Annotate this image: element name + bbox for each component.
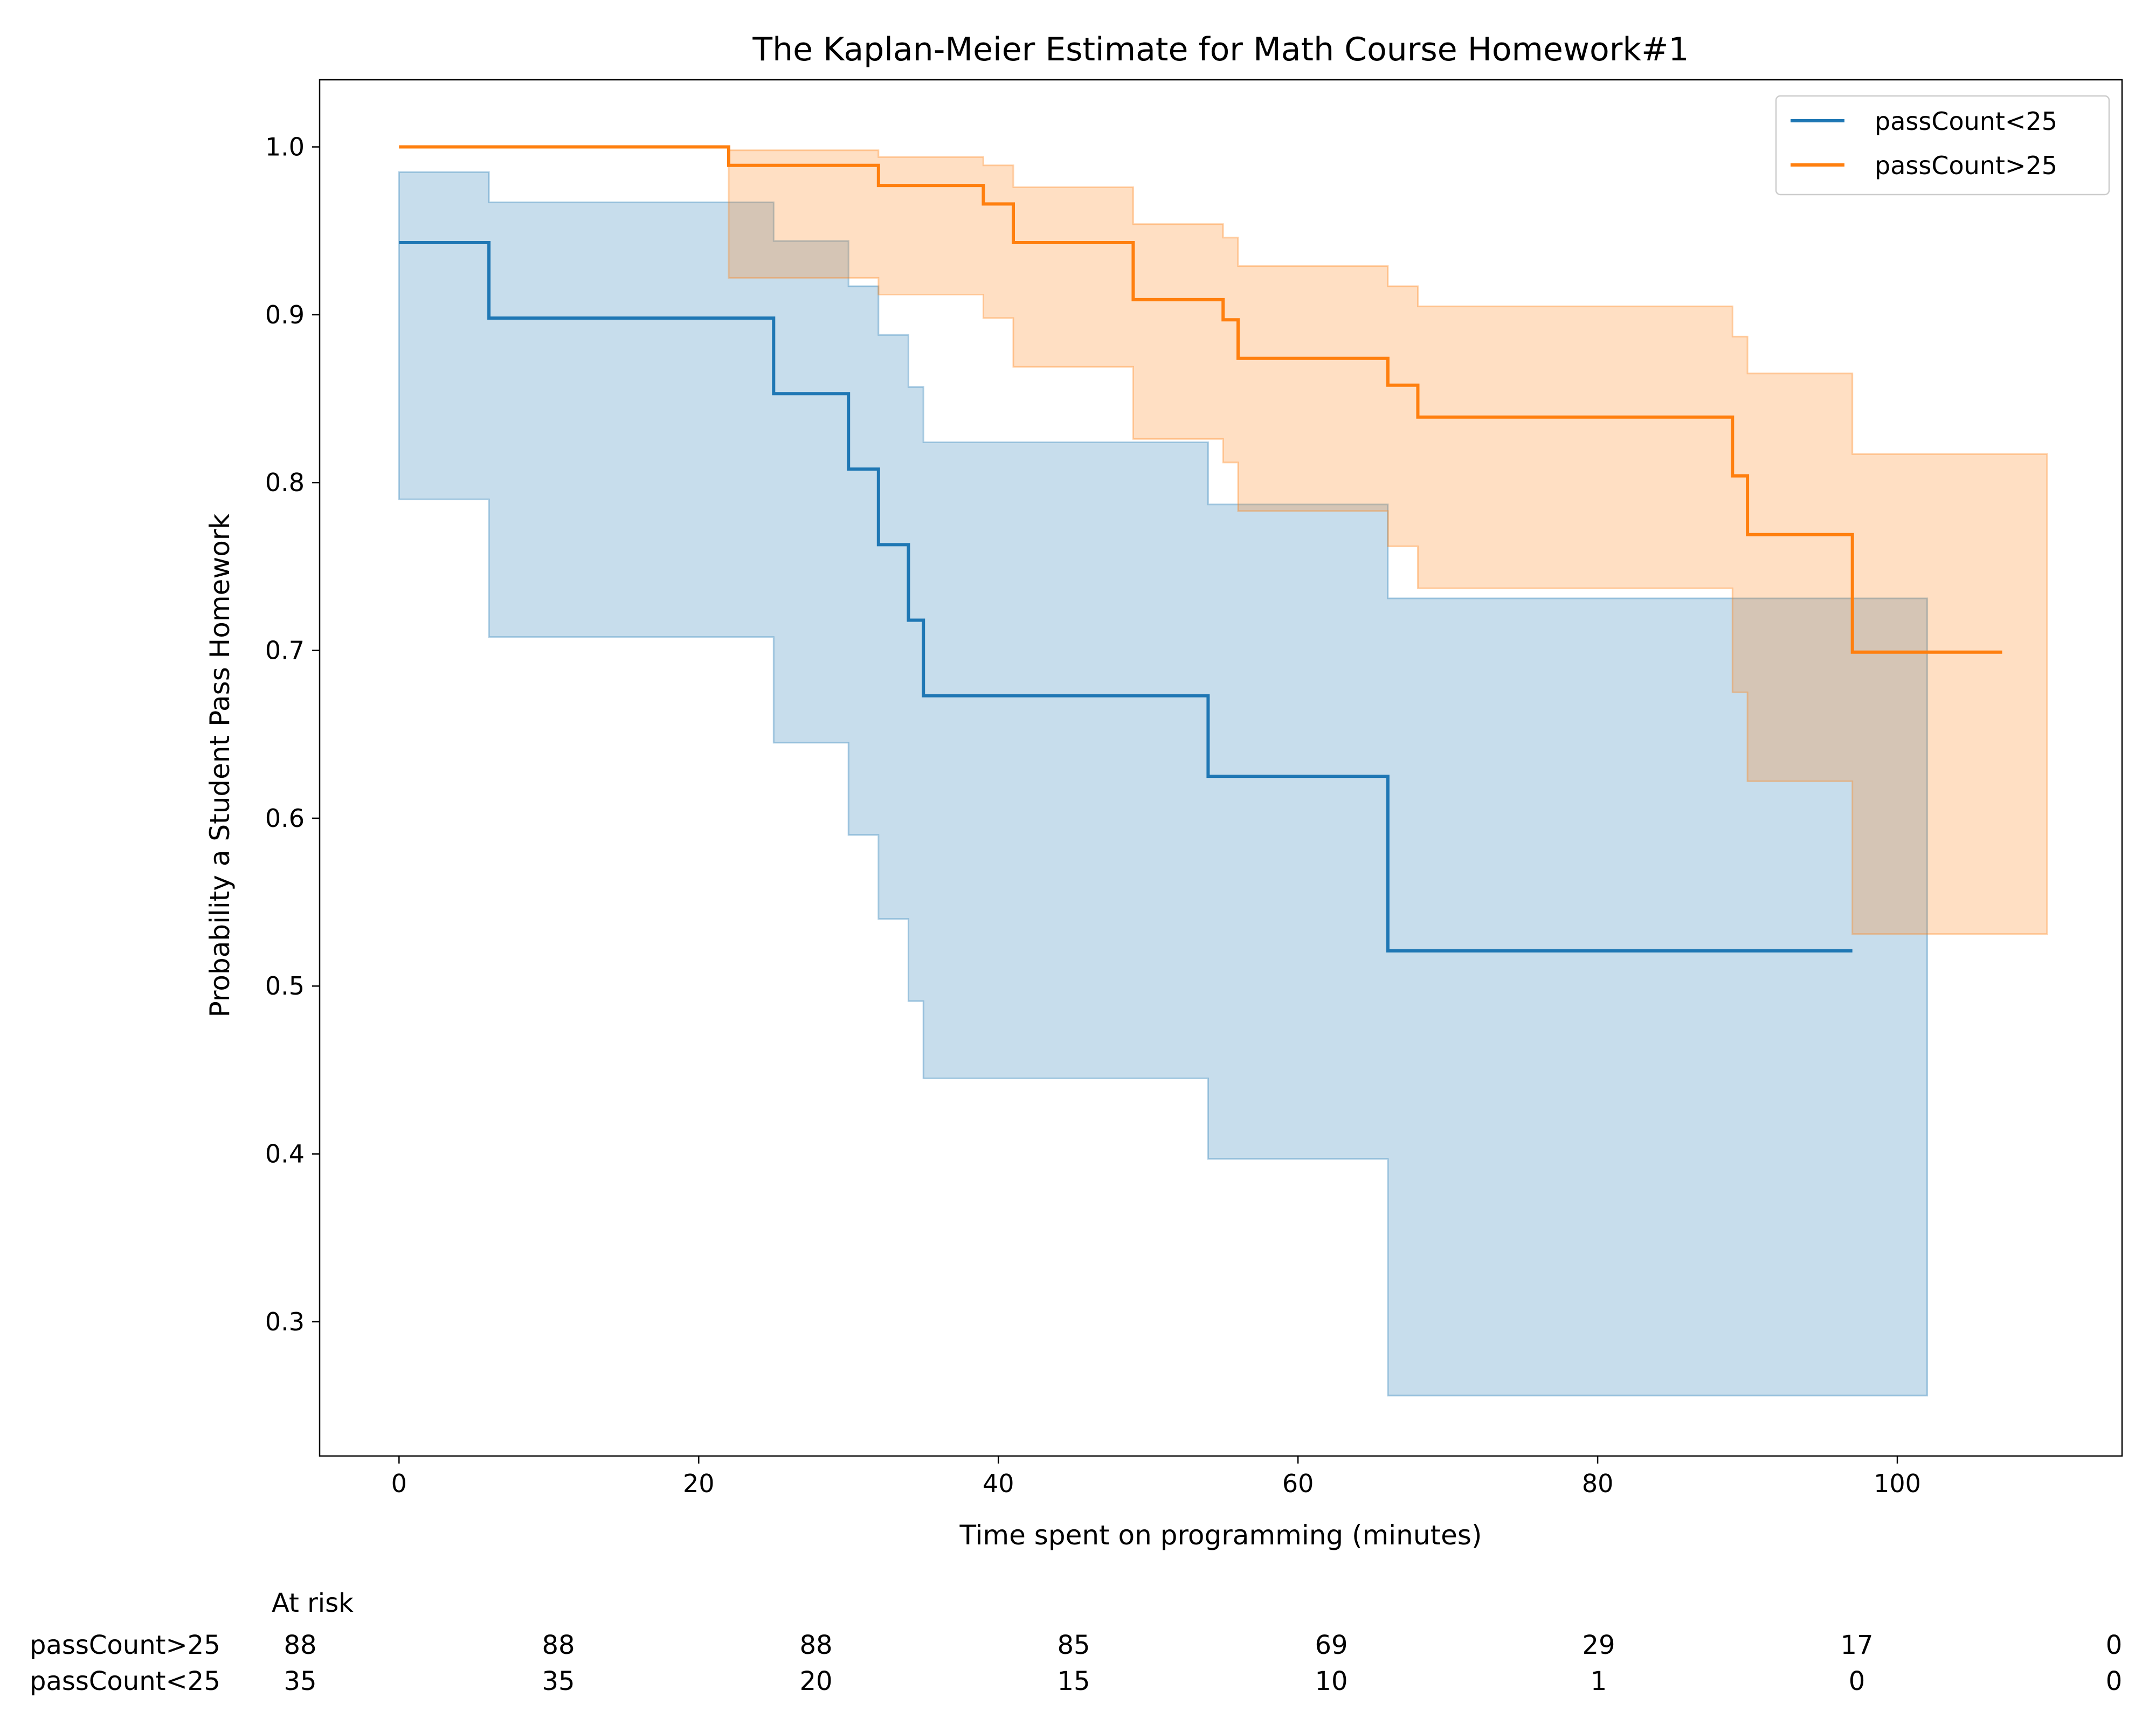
y-tick-label: 0.4 (265, 1140, 305, 1169)
at-risk-count: 35 (284, 1666, 316, 1696)
at-risk-count: 0 (2106, 1630, 2123, 1660)
x-axis-ticks: 0 20 40 60 80 100 (391, 1456, 1921, 1498)
survival-curves (399, 145, 2002, 953)
at-risk-count: 85 (1057, 1630, 1090, 1660)
at-risk-count: 20 (799, 1666, 832, 1696)
at-risk-table: At risk passCount>25 passCount<25 88 88 88… (30, 1588, 2122, 1696)
at-risk-count: 29 (1582, 1630, 1615, 1660)
x-tick-label: 40 (983, 1469, 1014, 1498)
legend-label-gt25: passCount>25 (1875, 151, 2057, 180)
x-tick-label: 20 (683, 1469, 715, 1498)
y-tick-label: 1.0 (265, 133, 305, 162)
at-risk-count: 88 (284, 1630, 316, 1660)
legend: passCount<25 passCount>25 (1775, 95, 2110, 196)
y-tick-label: 0.3 (265, 1307, 305, 1336)
confidence-band-gt25 (728, 149, 2048, 935)
x-tick-label: 0 (391, 1469, 407, 1498)
at-risk-header: At risk (272, 1588, 354, 1618)
x-tick-label: 80 (1582, 1469, 1614, 1498)
legend-box (1775, 95, 2110, 196)
y-tick-label: 0.7 (265, 636, 305, 665)
survival-line-lt25 (399, 241, 1853, 953)
y-tick-label: 0.5 (265, 971, 305, 1000)
confidence-bands (398, 149, 2048, 1397)
at-risk-count: 69 (1315, 1630, 1348, 1660)
y-tick-label: 0.9 (265, 300, 305, 329)
at-risk-count: 0 (1849, 1666, 1865, 1696)
x-tick-label: 60 (1282, 1469, 1314, 1498)
y-axis-label: Probability a Student Pass Homework (204, 514, 236, 1018)
x-tick-label: 100 (1874, 1469, 1921, 1498)
at-risk-row-label-gt25: passCount>25 (30, 1630, 220, 1660)
at-risk-count: 15 (1057, 1666, 1090, 1696)
axes-frame (319, 79, 2123, 1457)
x-axis-label: Time spent on programming (minutes) (959, 1520, 1482, 1551)
at-risk-count: 17 (1840, 1630, 1873, 1660)
at-risk-count: 88 (799, 1630, 832, 1660)
confidence-band-lt25 (398, 171, 1929, 1397)
at-risk-count: 1 (1591, 1666, 1607, 1696)
at-risk-count: 0 (2106, 1666, 2123, 1696)
y-axis-ticks: 0.3 0.4 0.5 0.6 0.7 0.8 0.9 1.0 (265, 133, 320, 1336)
at-risk-counts: 88 88 88 85 69 29 17 035 35 20 15 10 1 0 0 (284, 1630, 2122, 1696)
chart-title: The Kaplan-Meier Estimate for Math Cours… (752, 31, 1689, 68)
at-risk-row-label-lt25: passCount<25 (30, 1666, 220, 1696)
at-risk-count: 10 (1315, 1666, 1348, 1696)
at-risk-count: 35 (542, 1666, 575, 1696)
survival-line-gt25 (399, 145, 2002, 654)
y-tick-label: 0.8 (265, 468, 305, 497)
at-risk-count: 88 (542, 1630, 575, 1660)
y-tick-label: 0.6 (265, 804, 305, 833)
legend-label-lt25: passCount<25 (1875, 107, 2057, 136)
plot-area (319, 79, 2123, 1457)
